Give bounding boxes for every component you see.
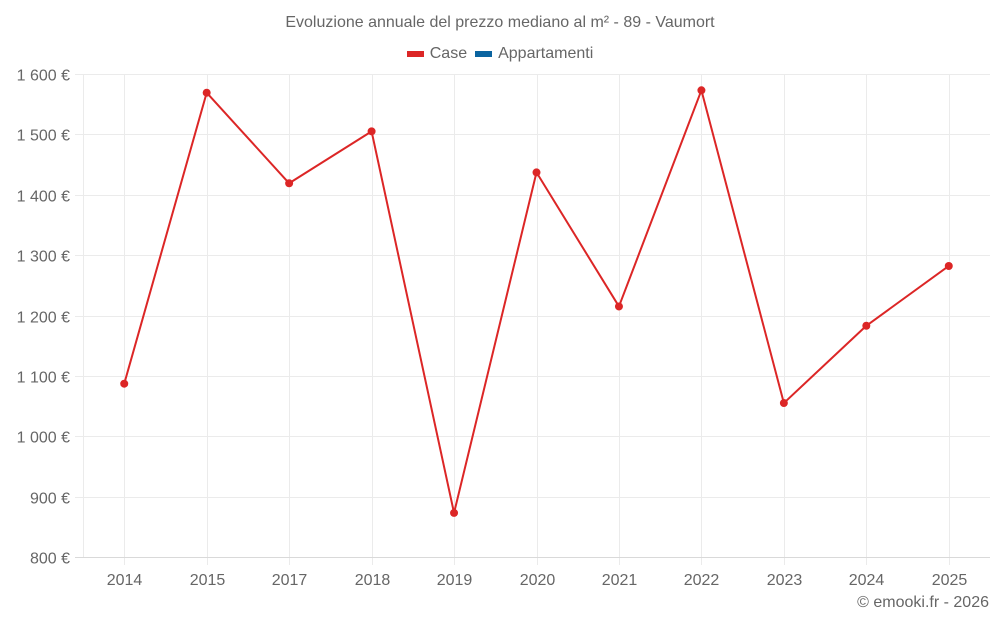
legend: Case Appartamenti [0, 45, 1000, 63]
legend-label-appartamenti: Appartamenti [498, 45, 594, 62]
data-point[interactable] [202, 88, 211, 97]
legend-item-appartamenti[interactable]: Appartamenti [475, 45, 593, 63]
x-tick-label: 2019 [437, 572, 473, 589]
x-tick-label: 2022 [684, 572, 720, 589]
x-tick-label: 2025 [932, 572, 968, 589]
series-line-case [123, 89, 950, 514]
y-tick-label: 1 400 € [17, 189, 70, 206]
y-tick-label: 1 100 € [17, 370, 70, 387]
x-tick-label: 2024 [849, 572, 885, 589]
legend-label-case: Case [429, 45, 468, 62]
y-tick-label: 1 300 € [17, 249, 70, 266]
data-point[interactable] [120, 379, 129, 388]
x-tick-label: 2017 [272, 572, 308, 589]
data-point[interactable] [614, 302, 623, 311]
data-point[interactable] [779, 399, 788, 408]
x-tick-label: 2021 [602, 572, 638, 589]
y-tick-label: 1 600 € [17, 68, 70, 85]
x-tick-label: 2015 [190, 572, 226, 589]
credit-text: © emooki.fr - 2026 [857, 594, 989, 611]
y-tick-label: 1 000 € [17, 430, 70, 447]
x-tick-label: 2023 [767, 572, 803, 589]
y-tick-label: 900 € [30, 491, 70, 508]
legend-swatch-appartamenti [475, 51, 493, 57]
y-tick-label: 1 500 € [17, 128, 70, 145]
y-tick-label: 800 € [30, 551, 70, 568]
x-tick-label: 2014 [107, 572, 143, 589]
y-tick-label: 1 200 € [17, 310, 70, 327]
data-point[interactable] [862, 321, 871, 330]
data-point[interactable] [532, 168, 541, 177]
chart-title: Evoluzione annuale del prezzo mediano al… [285, 14, 715, 31]
x-tick-label: 2018 [355, 572, 391, 589]
data-point[interactable] [697, 86, 706, 95]
data-point[interactable] [285, 179, 294, 188]
data-point[interactable] [944, 261, 953, 270]
data-point[interactable] [367, 127, 376, 136]
data-point[interactable] [450, 508, 459, 517]
legend-swatch-case [406, 51, 424, 57]
legend-item-case[interactable]: Case [406, 45, 468, 63]
x-tick-label: 2020 [520, 572, 556, 589]
